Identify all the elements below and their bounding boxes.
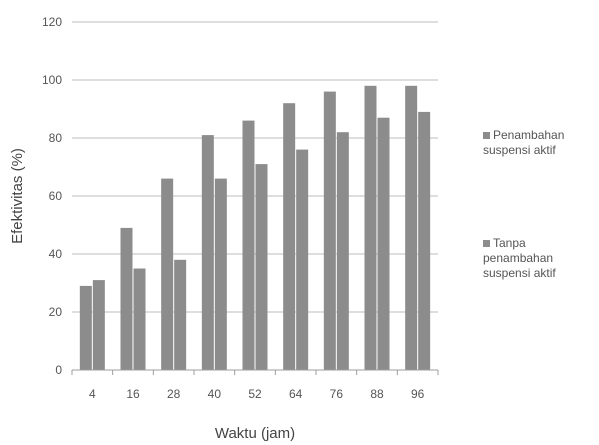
x-axis-title: Waktu (jam): [215, 425, 295, 442]
bar-series-2: [377, 117, 390, 370]
bar-series-2: [92, 280, 105, 370]
bar-series-2: [255, 164, 268, 370]
bar-series-2: [133, 268, 146, 370]
x-axis-ticks: 4 16 28 40 52 64 76 88 96: [71, 370, 439, 401]
legend-label: Penambahan suspensi aktif: [483, 128, 565, 157]
bar-series-1: [405, 85, 418, 371]
y-axis-title: Efektivitas (%): [9, 148, 26, 244]
bar-series-1: [161, 178, 174, 370]
y-tick-label: 80: [49, 131, 63, 145]
x-tick-label: 96: [411, 387, 425, 401]
x-tick-label: 40: [208, 387, 222, 401]
bar-series-2: [336, 132, 349, 370]
x-tick-label: 76: [330, 387, 344, 401]
bar-series-1: [201, 135, 214, 370]
x-tick-label: 52: [248, 387, 262, 401]
x-tick-label: 4: [89, 387, 96, 401]
x-tick-label: 88: [370, 387, 384, 401]
bar-series-2: [214, 178, 227, 370]
y-axis-ticks: 0 20 40 60 80 100 120: [42, 15, 62, 377]
bar-series-2: [174, 259, 187, 370]
y-tick-label: 120: [42, 15, 62, 29]
x-tick-label: 16: [126, 387, 140, 401]
bar-series-2: [418, 111, 431, 371]
bar-series-1: [283, 103, 296, 370]
y-tick-label: 20: [49, 305, 63, 319]
x-tick-label: 64: [289, 387, 303, 401]
legend-swatch: [483, 240, 490, 248]
gridlines: [72, 21, 438, 313]
bar-series-1: [79, 285, 92, 370]
legend-swatch: [483, 132, 490, 140]
legend-item-tanpa: Tanpa penambahan suspensi aktif: [483, 236, 599, 281]
bar-series-1: [120, 227, 133, 370]
y-tick-label: 60: [49, 189, 63, 203]
bar-series-1: [364, 85, 377, 371]
bars: [79, 85, 431, 371]
bar-series-1: [242, 120, 255, 370]
y-tick-label: 40: [49, 247, 63, 261]
y-tick-label: 0: [55, 363, 62, 377]
legend-item-penambahan: Penambahan suspensi aktif: [483, 128, 599, 158]
legend-label: Tanpa penambahan suspensi aktif: [483, 236, 556, 280]
x-tick-label: 28: [167, 387, 181, 401]
bar-series-1: [323, 91, 336, 370]
bar-series-2: [296, 149, 309, 370]
y-tick-label: 100: [42, 73, 62, 87]
